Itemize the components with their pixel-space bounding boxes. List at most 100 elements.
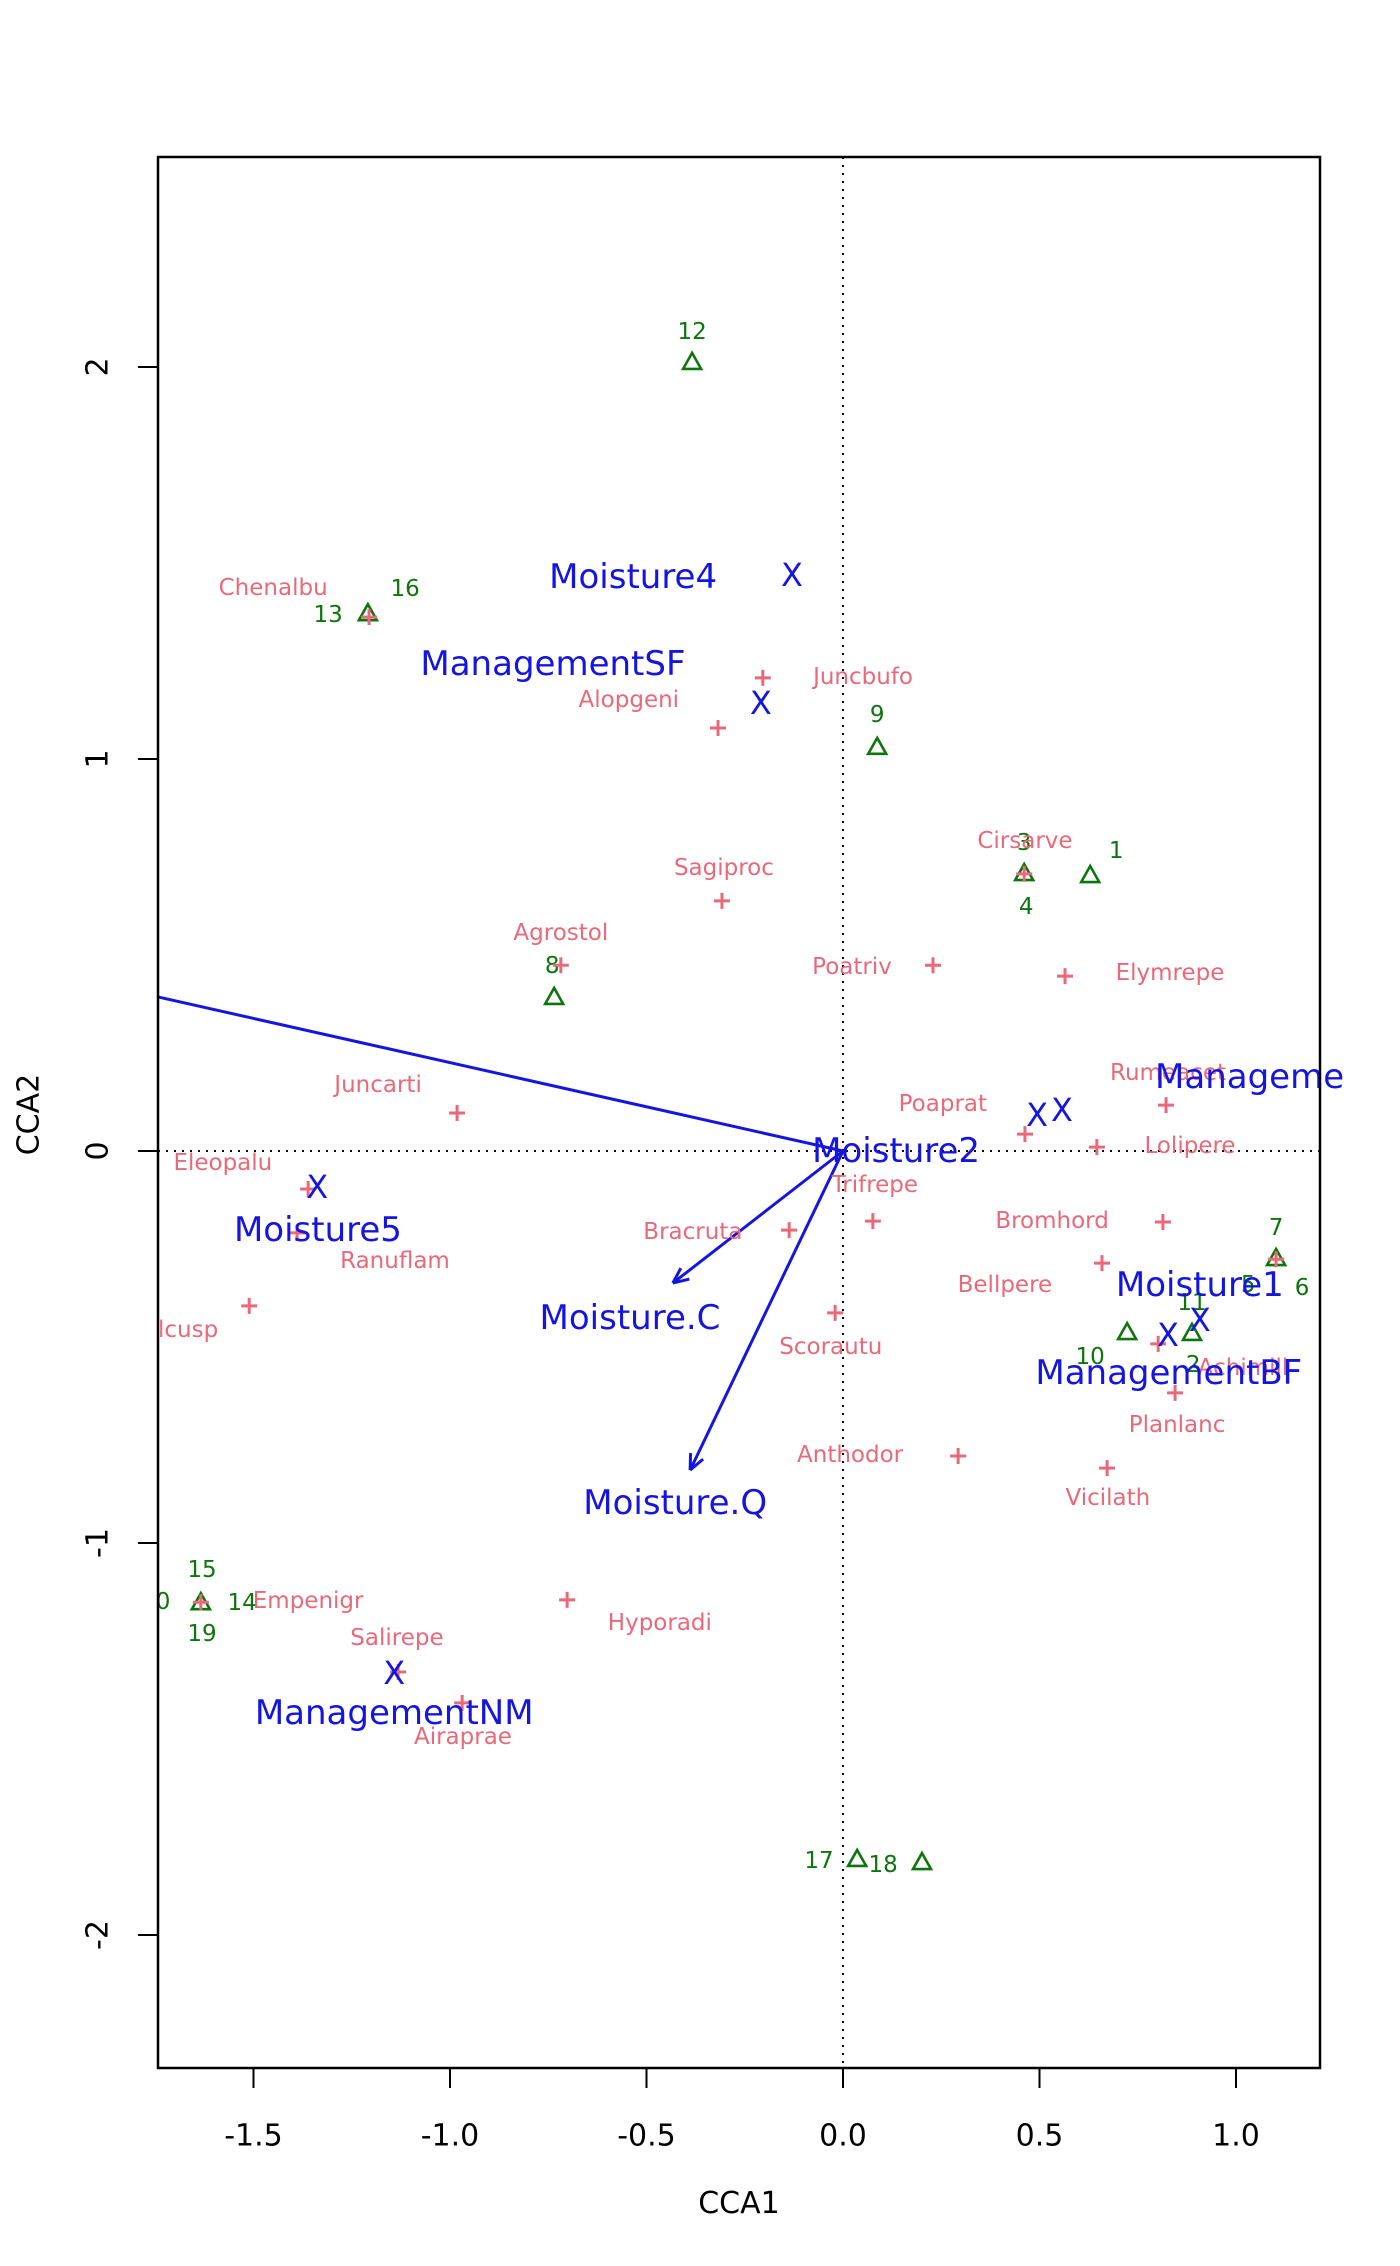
species-label-Bracruta: Bracruta [643,1219,742,1245]
sites-label-11: 11 [1177,1290,1206,1316]
x-tick-label-4: 0.5 [1016,2119,1064,2154]
species-label-Agrostol: Agrostol [513,920,608,946]
species-label-Lolipere: Lolipere [1144,1133,1235,1159]
species-plus-marker-27 [390,1663,407,1680]
arrowhead-moisture-c-1 [671,1267,683,1284]
species-plus-marker-5 [924,957,941,974]
sites-label-16: 16 [391,576,420,602]
centroid-x-marker-5: X [1189,1301,1211,1339]
species-label-Hyporadi: Hyporadi [608,1610,712,1636]
sites-label-4: 4 [1019,894,1034,920]
arrow-moisture-linear [157,995,844,1153]
species-plus-marker-6 [1057,968,1074,985]
species-label-Sagiproc: Sagiproc [674,855,774,881]
species-label-Cirsarve: Cirsarve [977,828,1072,854]
species-plus-marker-14 [781,1222,798,1239]
plot-frame [156,155,1322,2070]
constraint-centroids-label-Moisture.C: Moisture.C [540,1298,721,1338]
x-axis-title: CCA1 [698,2186,780,2221]
arrow-moisture-c [671,1149,844,1285]
constraint-centroids-label-Moisture4: Moisture4 [549,557,717,597]
species-plus-marker-4 [552,957,569,974]
x-tick-label-0: -1.5 [224,2119,283,2154]
species-plus-marker-8 [449,1104,466,1121]
site-triangle-marker-4 [1078,863,1102,884]
sites-label-3: 3 [1017,830,1032,856]
species-plus-marker-12 [300,1181,317,1198]
sites-label-5: 5 [1241,1272,1256,1298]
centroid-x-marker-1: X [750,684,772,722]
y-tick-label-4: -2 [81,1920,116,1950]
species-label-Juncbufo: Juncbufo [811,664,913,690]
sites-label-18: 18 [868,1852,897,1878]
site-triangle-marker-5 [542,985,566,1006]
species-label-Empenigr: Empenigr [253,1588,364,1614]
species-plus-marker-13 [864,1213,881,1230]
species-plus-marker-24 [1099,1460,1116,1477]
site-triangle-marker-8 [1180,1321,1204,1342]
species-label-Poatriv: Poatriv [812,954,892,980]
arrowhead-moisture-q-0 [689,1457,705,1472]
constraint-centroids-label-ManagementNM: ManagementNM [255,1693,534,1733]
species-label-Elymrepe: Elymrepe [1116,960,1225,986]
species-plus-marker-20 [1150,1335,1167,1352]
x-tick-label-3: 0.0 [819,2119,867,2154]
constraint-centroids-label-Moisture.Q: Moisture.Q [583,1483,767,1523]
species-label-Bellpere: Bellpere [958,1272,1053,1298]
species-label-lcusp: lcusp [158,1317,218,1343]
sites-label-0: 0 [156,1589,171,1615]
species-plus-marker-25 [559,1591,576,1608]
x-tick-label-5: 1.0 [1212,2119,1260,2154]
y-tick-label-3: -1 [81,1528,116,1558]
sites-label-12: 12 [677,319,706,345]
centroid-x-marker-2: X [306,1168,328,1206]
species-plus-marker-22 [1167,1384,1184,1401]
species-plus-marker-11 [1088,1139,1105,1156]
species-label-Vicilath: Vicilath [1066,1485,1151,1511]
species-plus-marker-26 [192,1594,209,1611]
species-label-Trifrepe: Trifrepe [831,1172,918,1198]
species-label-Poaprat: Poaprat [899,1091,987,1117]
sites-label-9: 9 [870,702,885,728]
species-plus-marker-18 [1093,1255,1110,1272]
species-label-Airaprae: Airaprae [414,1724,512,1750]
species-label-Juncarti: Juncarti [332,1072,422,1098]
sites-label-1: 1 [1109,838,1124,864]
species-plus-marker-1 [754,669,771,686]
species-label-Chenalbu: Chenalbu [219,575,328,601]
constraint-centroids-label-Manageme: Manageme [1155,1057,1344,1097]
sites-label-2: 2 [1186,1352,1201,1378]
species-plus-marker-19 [827,1304,844,1321]
constraint-centroids-label-ManagementBF: ManagementBF [1035,1353,1302,1393]
species-plus-marker-23 [950,1447,967,1464]
species-label-Rumeacet: Rumeacet [1110,1060,1226,1086]
centroid-x-marker-7: X [383,1654,405,1692]
species-plus-marker-3 [713,892,730,909]
site-triangle-marker-11 [910,1850,934,1871]
centroid-x-marker-4: X [1051,1091,1073,1129]
species-label-Ranuflam: Ranuflam [340,1248,450,1274]
site-triangle-marker-7 [1115,1320,1139,1341]
species-label-Eleopalu: Eleopalu [173,1150,272,1176]
constraint-centroids-label-Moisture5: Moisture5 [234,1210,402,1250]
species-label-Salirepe: Salirepe [350,1625,443,1651]
species-plus-marker-7 [1016,865,1033,882]
species-label-Scorautu: Scorautu [779,1334,882,1360]
x-tick-label-1: -1.0 [421,2119,480,2154]
constraint-centroids-label-ManagementSF: ManagementSF [420,644,685,684]
species-label-Anthodor: Anthodor [797,1442,904,1468]
sites-label-8: 8 [545,953,560,979]
sites-label-6: 6 [1295,1275,1310,1301]
sites-label-7: 7 [1269,1215,1284,1241]
species-plus-marker-2 [710,720,727,737]
y-tick-label-0: 2 [81,357,116,376]
site-triangle-marker-1 [680,350,704,371]
species-plus-marker-9 [1158,1097,1175,1114]
sites-label-10: 10 [1076,1344,1105,1370]
species-plus-marker-17 [241,1297,258,1314]
species-plus-marker-10 [1016,1126,1033,1143]
species-plus-marker-21 [1268,1251,1285,1268]
species-label-Alopgeni: Alopgeni [579,687,680,713]
y-tick-label-2: 0 [81,1141,116,1160]
